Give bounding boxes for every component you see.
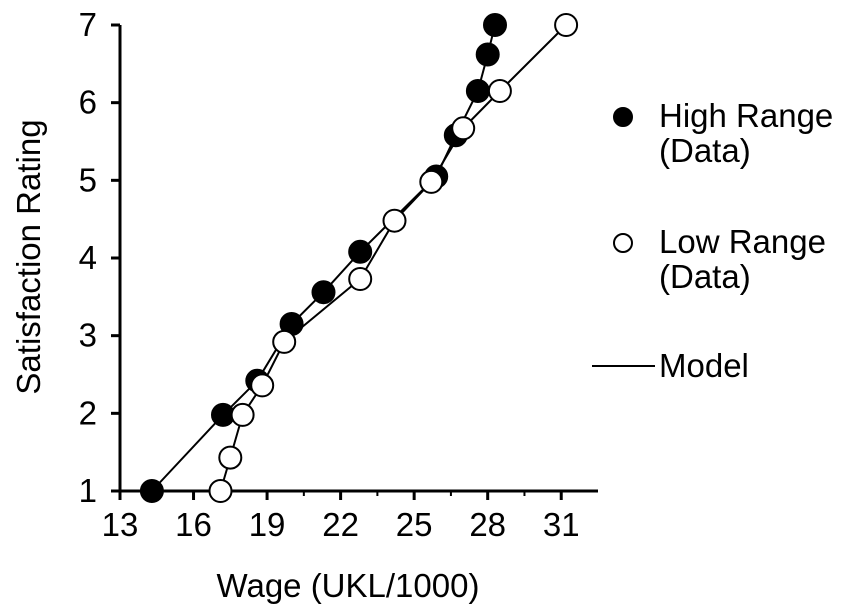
low-range-point [487,79,512,103]
model-line-low-range [219,24,567,492]
low-range-point [250,373,275,398]
high-range-point [139,479,164,503]
y-tick-label: 1 [79,472,97,509]
y-tick-label: 5 [79,161,97,198]
high-range-point [475,42,500,67]
low-range-point [348,267,373,291]
high-range-point [311,280,336,305]
x-tick-label: 25 [396,506,433,543]
y-axis-label: Satisfaction Rating [10,119,47,394]
legend-label-high-range-line1: High Range [659,97,833,134]
legend-label-model: Model [659,347,749,384]
x-tick-label: 28 [469,506,506,543]
y-tick-label: 7 [79,6,97,43]
x-tick-label: 16 [175,506,212,543]
low-range-point [451,116,476,141]
low-range-point [218,445,243,470]
x-axis-label: Wage (UKL/1000) [217,567,480,604]
legend-label-low-range-line1: Low Range [659,223,826,260]
axes [111,23,598,500]
tick-labels: 13 16 19 22 25 28 31 1 2 3 4 5 6 7 [79,6,580,543]
legend-label-low-range-line2: (Data) [659,258,751,295]
low-range-point [382,208,407,233]
y-tick-label: 3 [79,317,97,354]
high-range-point [465,79,490,103]
legend-label-high-range-line2: (Data) [659,132,751,169]
high-range-point [483,13,507,37]
high-range-point [348,239,373,264]
low-range-point [208,479,233,503]
x-tick-label: 22 [322,506,359,543]
low-range-point [554,13,579,37]
y-tick-label: 6 [79,84,97,121]
x-tick-label: 31 [543,506,580,543]
model-line-high-range [151,24,496,492]
y-tick-label: 2 [79,394,97,431]
legend-marker-low-range [613,233,633,253]
data-points [139,13,579,503]
legend: High Range (Data) Low Range (Data) Model [592,97,833,384]
low-range-point [419,169,444,194]
low-range-point [230,402,255,427]
low-range-point [272,329,297,354]
x-tick-label: 13 [102,506,139,543]
y-tick-label: 4 [79,239,97,276]
x-tick-label: 19 [249,506,286,543]
legend-marker-high-range [613,107,633,127]
